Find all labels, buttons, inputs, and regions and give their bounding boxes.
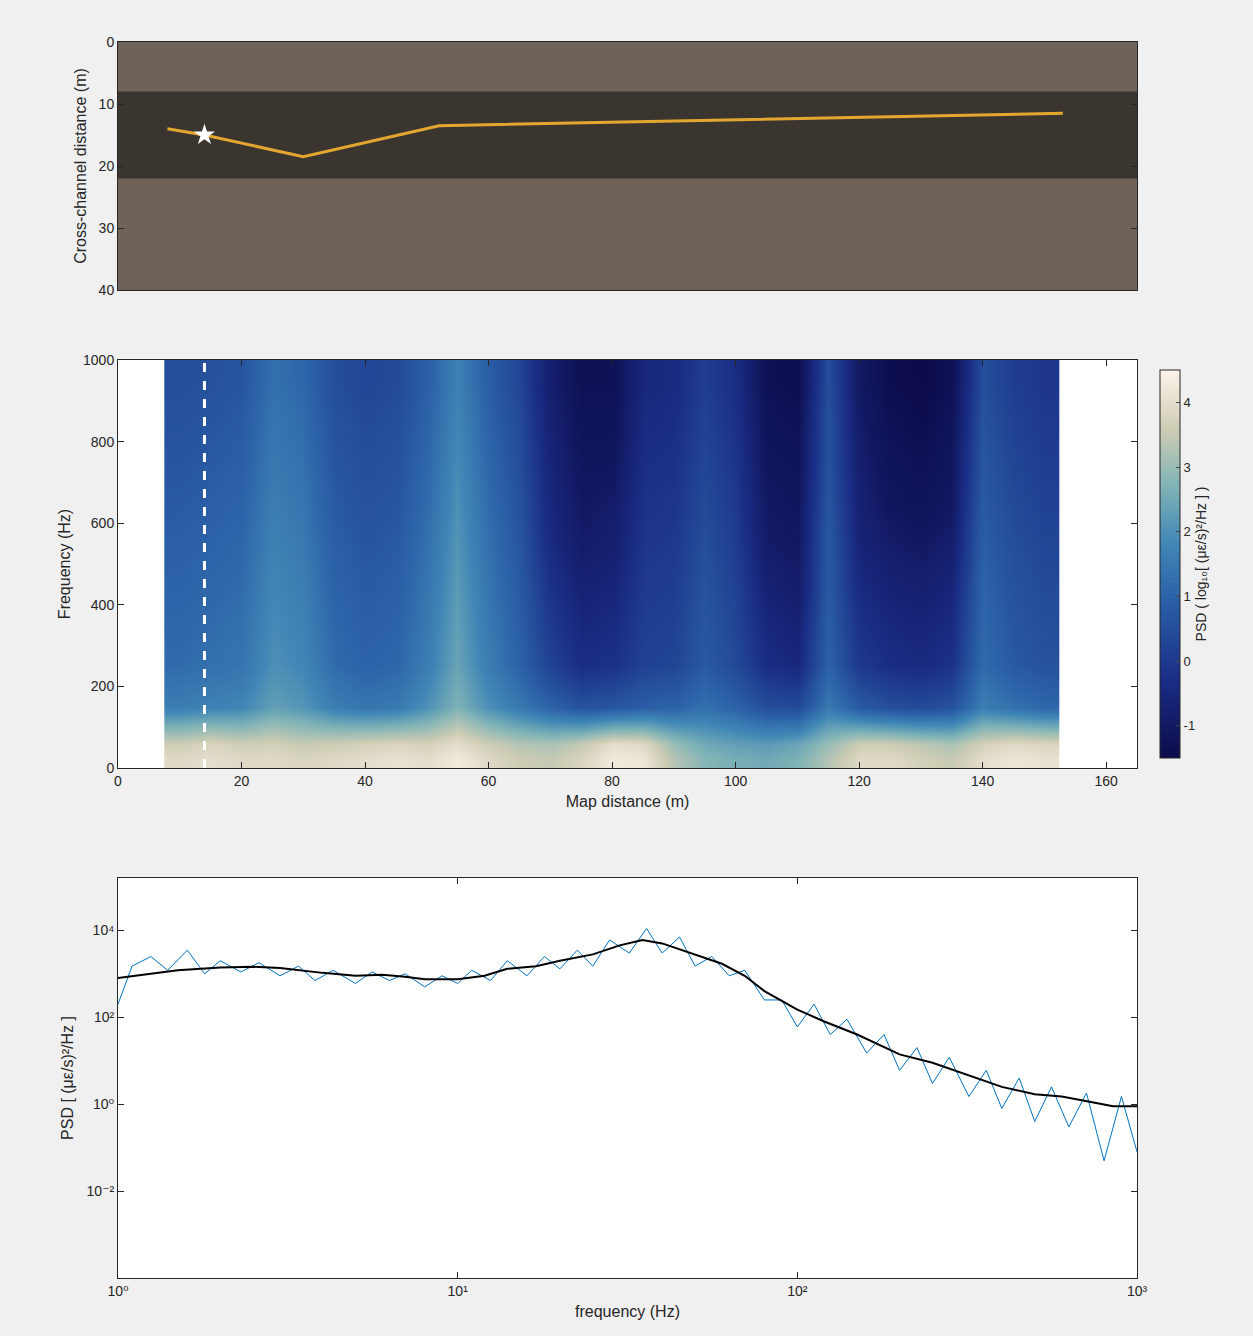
svg-text:-1: -1 — [1184, 718, 1196, 733]
svg-text:200: 200 — [91, 678, 115, 694]
svg-text:100: 100 — [724, 773, 748, 789]
svg-text:0: 0 — [106, 760, 114, 776]
svg-text:140: 140 — [971, 773, 995, 789]
svg-text:Map distance (m): Map distance (m) — [566, 793, 690, 810]
svg-text:0: 0 — [106, 34, 114, 50]
svg-text:400: 400 — [91, 597, 115, 613]
svg-text:80: 80 — [604, 773, 620, 789]
svg-text:160: 160 — [1094, 773, 1118, 789]
svg-text:10⁻²: 10⁻² — [87, 1183, 115, 1199]
svg-text:0: 0 — [1184, 654, 1191, 669]
svg-text:0: 0 — [114, 773, 122, 789]
svg-text:120: 120 — [847, 773, 871, 789]
svg-text:3: 3 — [1184, 460, 1191, 475]
svg-text:4: 4 — [1184, 395, 1191, 410]
svg-text:PSD ( log₁₀[ (με/s)²/Hz ] ): PSD ( log₁₀[ (με/s)²/Hz ] ) — [1193, 487, 1209, 642]
svg-text:1: 1 — [1184, 589, 1191, 604]
svg-text:10²: 10² — [787, 1283, 808, 1299]
svg-text:800: 800 — [91, 434, 115, 450]
svg-text:10⁴: 10⁴ — [93, 922, 115, 938]
svg-text:10³: 10³ — [1127, 1283, 1148, 1299]
svg-text:40: 40 — [99, 282, 115, 298]
svg-text:1000: 1000 — [83, 352, 114, 368]
svg-text:10¹: 10¹ — [448, 1283, 469, 1299]
svg-text:Frequency (Hz): Frequency (Hz) — [56, 509, 73, 619]
svg-text:10²: 10² — [94, 1009, 115, 1025]
svg-text:60: 60 — [481, 773, 497, 789]
svg-text:PSD [ (με/s)²/Hz ]: PSD [ (με/s)²/Hz ] — [59, 1016, 76, 1140]
svg-text:10: 10 — [99, 96, 115, 112]
svg-text:2: 2 — [1184, 524, 1191, 539]
svg-text:20: 20 — [99, 158, 115, 174]
svg-text:frequency (Hz): frequency (Hz) — [575, 1303, 680, 1320]
svg-text:10⁰: 10⁰ — [107, 1283, 129, 1299]
svg-text:10⁰: 10⁰ — [93, 1096, 115, 1112]
svg-text:Cross-channel distance (m): Cross-channel distance (m) — [72, 68, 89, 264]
svg-text:600: 600 — [91, 515, 115, 531]
svg-text:40: 40 — [357, 773, 373, 789]
svg-text:20: 20 — [234, 773, 250, 789]
svg-text:30: 30 — [99, 220, 115, 236]
